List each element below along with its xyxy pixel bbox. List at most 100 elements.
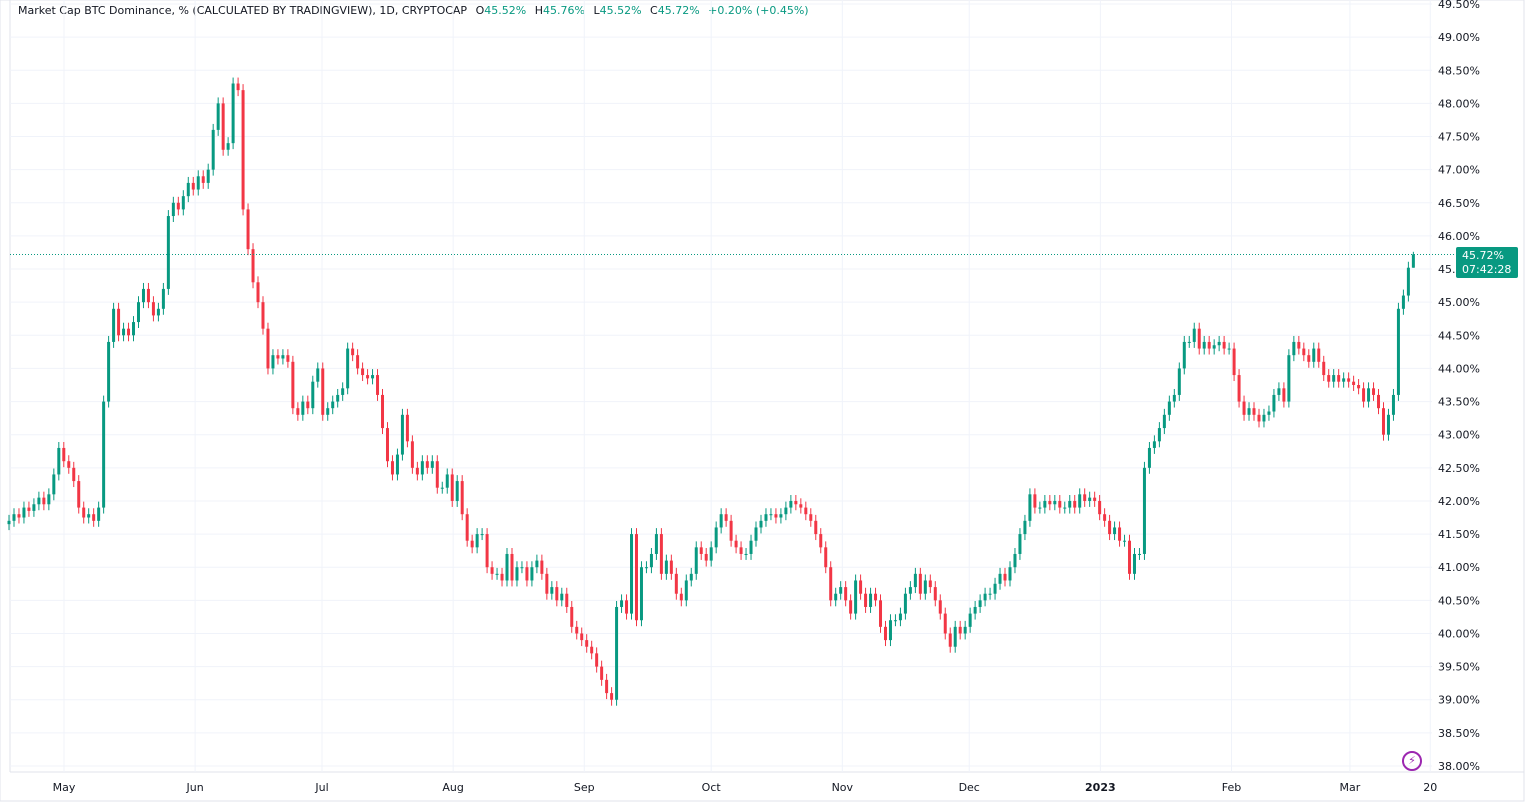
- candle-body: [1063, 507, 1067, 509]
- candle: [644, 561, 648, 574]
- candle-body: [734, 540, 738, 548]
- candle: [1103, 508, 1107, 527]
- candle-body: [62, 447, 66, 462]
- candle: [908, 581, 912, 600]
- candle-body: [201, 176, 205, 183]
- candle-body: [381, 394, 385, 429]
- candle: [460, 475, 464, 521]
- candle: [301, 395, 305, 421]
- candle-body: [864, 593, 868, 607]
- candle: [385, 422, 389, 468]
- candle-body: [535, 560, 539, 568]
- candle-body: [1292, 341, 1296, 356]
- candle-body: [799, 504, 803, 508]
- candle-body: [1217, 341, 1221, 346]
- candle-body: [445, 474, 449, 488]
- high-label: H: [534, 4, 543, 17]
- candle-body: [171, 202, 175, 217]
- candle: [465, 508, 469, 547]
- candle: [1362, 382, 1366, 408]
- candle-body: [555, 587, 559, 601]
- candle-body: [664, 560, 668, 574]
- candle: [112, 302, 116, 348]
- candle-body: [669, 560, 673, 574]
- lightning-icon[interactable]: ⚡: [1402, 751, 1422, 771]
- candle: [161, 282, 165, 315]
- candle-body: [993, 583, 997, 594]
- candle: [968, 607, 972, 633]
- candle-body: [1033, 494, 1037, 508]
- candle: [455, 475, 459, 507]
- candle: [530, 561, 534, 587]
- candle: [1078, 488, 1082, 514]
- candle: [1396, 302, 1400, 401]
- candle: [555, 581, 559, 607]
- candle-body: [1342, 378, 1346, 382]
- candle: [1118, 521, 1122, 547]
- candle-body: [809, 514, 813, 521]
- candle-body: [326, 408, 330, 415]
- candle: [1038, 501, 1042, 514]
- candle-body: [1197, 328, 1201, 349]
- candle: [117, 302, 121, 342]
- candle: [390, 455, 394, 481]
- price-tick-label: 38.50%: [1438, 727, 1480, 740]
- candle-body: [854, 580, 858, 614]
- candle: [669, 554, 673, 580]
- candle: [1137, 548, 1141, 560]
- candle-body: [1118, 527, 1122, 541]
- candle: [1013, 548, 1017, 574]
- candle-body: [1207, 341, 1211, 349]
- candle-body: [744, 553, 748, 555]
- candle-body: [1386, 414, 1390, 435]
- candle-body: [226, 143, 230, 150]
- candle-body: [829, 567, 833, 601]
- candle: [141, 282, 145, 309]
- candle-body: [1098, 500, 1102, 515]
- candle: [560, 587, 564, 607]
- candle: [809, 508, 813, 527]
- candle: [829, 561, 833, 607]
- candle: [1162, 408, 1166, 435]
- candle-body: [774, 514, 778, 518]
- candle-body: [346, 348, 350, 389]
- candle: [485, 528, 489, 574]
- candle-body: [311, 381, 315, 409]
- candle-body: [1262, 414, 1266, 422]
- candle: [1257, 408, 1261, 428]
- candle-body: [1302, 348, 1306, 356]
- candle: [1237, 369, 1241, 408]
- candle: [226, 137, 230, 156]
- candle: [400, 408, 404, 461]
- candle: [62, 441, 66, 468]
- candle-body: [634, 534, 638, 621]
- candle-body: [7, 520, 11, 525]
- candle-body: [659, 534, 663, 574]
- candle-body: [87, 514, 91, 518]
- candle-body: [405, 414, 409, 442]
- candle-body: [630, 534, 634, 614]
- candle: [221, 97, 225, 156]
- candle-body: [1347, 378, 1351, 382]
- candle-body: [141, 288, 145, 303]
- candle: [634, 528, 638, 627]
- candle: [1372, 382, 1376, 401]
- candle-body: [1307, 355, 1311, 362]
- candle: [978, 594, 982, 613]
- candle: [779, 508, 783, 524]
- candle: [515, 561, 519, 587]
- candle-body: [1322, 361, 1326, 376]
- candle: [1307, 349, 1311, 368]
- candle: [107, 335, 111, 408]
- candle-body: [52, 474, 56, 495]
- candle-body: [709, 547, 713, 561]
- candle-body: [32, 504, 36, 511]
- candle: [241, 84, 245, 216]
- candle-body: [500, 573, 504, 581]
- candle-body: [1411, 254, 1415, 268]
- candle: [1377, 388, 1381, 415]
- candle: [57, 441, 61, 481]
- candle-body: [893, 620, 897, 622]
- candle: [1132, 548, 1136, 580]
